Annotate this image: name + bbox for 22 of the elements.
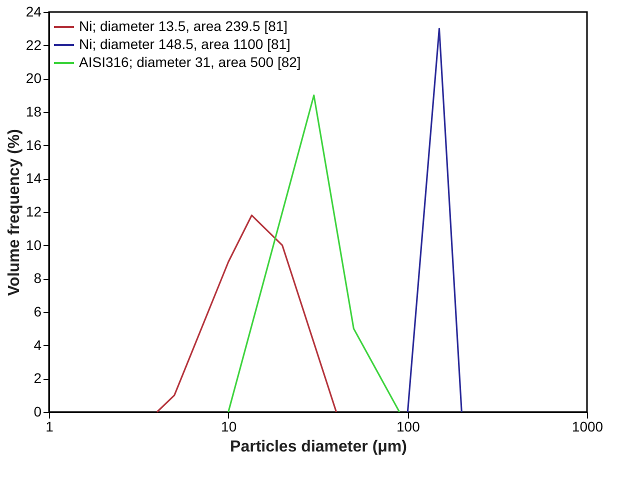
y-axis-title: Volume frequency (%) [6, 129, 23, 296]
y-tick-label: 12 [26, 204, 42, 220]
x-axis-title: Particles diameter (μm) [230, 438, 407, 456]
x-tick-label: 100 [396, 418, 420, 434]
y-tick-label: 16 [26, 136, 42, 153]
legend-label: AISI316; diameter 31, area 500 [82] [79, 54, 301, 70]
x-tick-label: 1 [46, 418, 54, 434]
x-tick-label: 10 [221, 418, 237, 434]
y-tick-label: 22 [26, 36, 42, 53]
x-tick-label: 1000 [572, 418, 604, 434]
legend-label: Ni; diameter 148.5, area 1100 [81] [79, 36, 290, 52]
y-tick-label: 24 [26, 4, 42, 20]
y-tick-label: 2 [34, 370, 42, 386]
y-tick-label: 6 [34, 304, 42, 320]
y-tick-label: 14 [26, 170, 42, 186]
y-tick-label: 10 [26, 236, 42, 253]
legend-label: Ni; diameter 13.5, area 239.5 [81] [79, 18, 288, 34]
y-tick-label: 8 [34, 270, 42, 286]
y-tick-label: 0 [34, 404, 42, 420]
y-tick-label: 20 [26, 70, 42, 86]
y-tick-label: 4 [34, 336, 42, 353]
y-tick-label: 18 [26, 104, 42, 120]
